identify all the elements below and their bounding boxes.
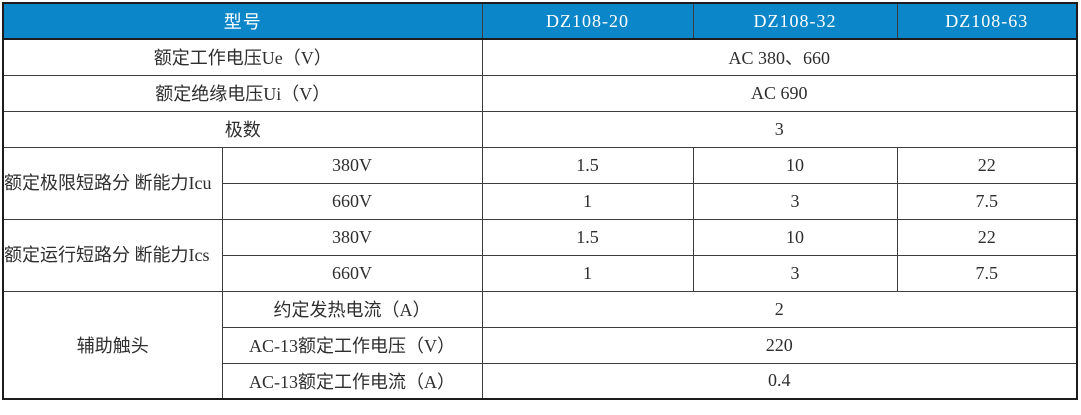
ics-660v-value-dz108-63: 7.5 <box>896 254 1078 292</box>
row-rated-insulation-voltage: 额定绝缘电压Ui（V） AC 690 <box>2 74 1078 112</box>
ics-660v-value-dz108-20: 1 <box>481 254 694 292</box>
aux-ac13-current-label: AC-13额定工作电流（A） <box>221 362 483 400</box>
icu-380v-value-dz108-63: 22 <box>896 146 1078 184</box>
icu-660v-label: 660V <box>221 182 483 220</box>
spec-value-ui: AC 690 <box>481 74 1078 112</box>
icu-380v-value-dz108-20: 1.5 <box>481 146 694 184</box>
spec-label-poles: 极数 <box>2 110 483 148</box>
aux-thermal-current-value: 2 <box>481 290 1078 328</box>
icu-660v-value-dz108-32: 3 <box>692 182 898 220</box>
model-header-dz108-63: DZ108-63 <box>896 2 1078 40</box>
row-ics-380v: 额定运行短路分 断能力Ics（kA） 380V 1.5 10 22 <box>2 218 1078 292</box>
row-icu-660v: 660V 1 3 7.5 <box>3 182 1078 220</box>
row-poles: 极数 3 <box>2 110 1078 148</box>
spec-label-aux-contacts: 辅助触头 <box>2 290 223 400</box>
ics-380v-value-dz108-20: 1.5 <box>481 218 694 256</box>
ics-380v-label: 380V <box>221 218 483 256</box>
aux-ac13-voltage-value: 220 <box>481 326 1078 364</box>
ics-380v-value-dz108-63: 22 <box>896 218 1078 256</box>
ics-380v-value-dz108-32: 10 <box>692 218 898 256</box>
spec-table: 型号 DZ108-20 DZ108-32 DZ108-63 额定工作电压Ue（V… <box>2 2 1078 400</box>
header-row: 型号 DZ108-20 DZ108-32 DZ108-63 <box>2 2 1078 40</box>
spec-value-poles: 3 <box>481 110 1078 148</box>
icu-380v-value-dz108-32: 10 <box>692 146 898 184</box>
row-ics-660v: 660V 1 3 7.5 <box>3 254 1078 292</box>
ics-660v-label: 660V <box>221 254 483 292</box>
icu-660v-value-dz108-63: 7.5 <box>896 182 1078 220</box>
spec-label-ue: 额定工作电压Ue（V） <box>2 38 483 76</box>
row-icu-380v: 额定极限短路分 断能力Icu（kA） 380V 1.5 10 22 <box>2 146 1078 220</box>
row-rated-working-voltage: 额定工作电压Ue（V） AC 380、660 <box>2 38 1078 76</box>
icu-380v-label: 380V <box>221 146 483 184</box>
spec-value-ue: AC 380、660 <box>481 38 1078 76</box>
aux-ac13-current-value: 0.4 <box>481 362 1078 400</box>
aux-ac13-voltage-label: AC-13额定工作电压（V） <box>221 326 483 364</box>
spec-label-ui: 额定绝缘电压Ui（V） <box>2 74 483 112</box>
model-label-header: 型号 <box>2 2 483 40</box>
icu-660v-value-dz108-20: 1 <box>481 182 694 220</box>
ics-660v-value-dz108-32: 3 <box>692 254 898 292</box>
spec-label-icu: 额定极限短路分 断能力Icu（kA） <box>2 146 223 220</box>
row-aux-ac13-current: AC-13额定工作电流（A） 0.4 <box>3 362 1078 400</box>
row-aux-conventional-thermal-current: 辅助触头 约定发热电流（A） 2 <box>2 290 1078 400</box>
aux-thermal-current-label: 约定发热电流（A） <box>221 290 483 328</box>
spec-label-ics: 额定运行短路分 断能力Ics（kA） <box>2 218 223 292</box>
model-header-dz108-32: DZ108-32 <box>692 2 898 40</box>
model-header-dz108-20: DZ108-20 <box>481 2 694 40</box>
